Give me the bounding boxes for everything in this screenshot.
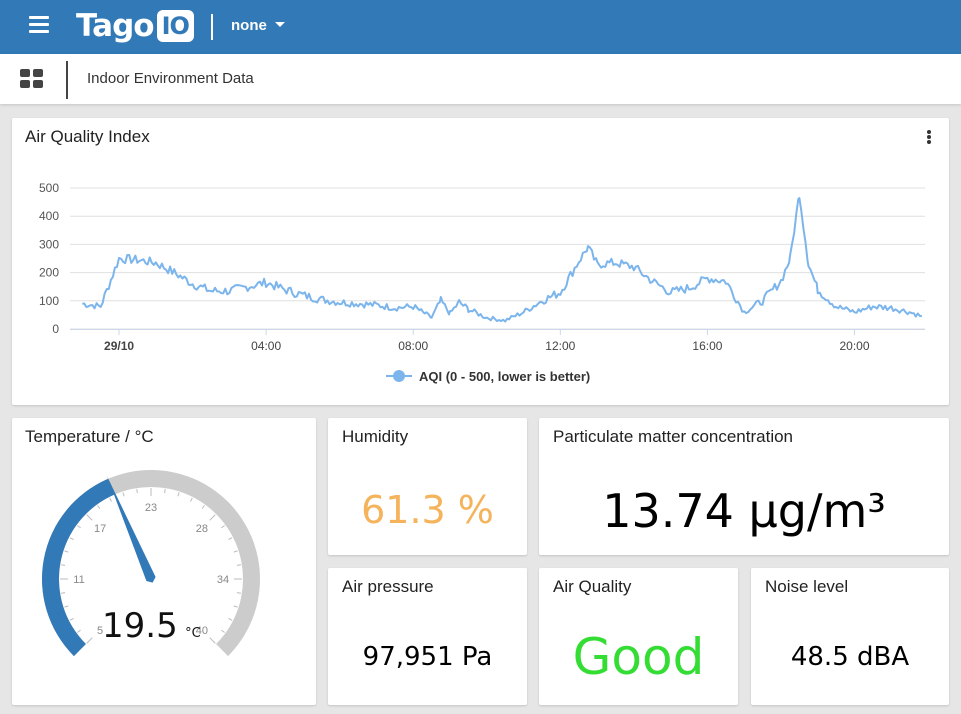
gauge-tick	[236, 564, 241, 566]
x-tick-label: 04:00	[251, 339, 281, 353]
noise-level-value: 48.5 dBA	[790, 642, 910, 672]
widget-title: Air Quality	[553, 577, 632, 596]
logo-text: Tago	[76, 8, 155, 44]
humidity-value: 61.3 %	[361, 488, 494, 532]
temperature-widget: Temperature / °C 5 11 17 23 28 34 40 19.5 °C	[12, 418, 316, 705]
gauge-tick	[221, 629, 225, 633]
temperature-unit: °C	[185, 626, 201, 641]
widget-title: Particulate matter concentration	[553, 427, 794, 446]
aqi-chart-widget: Air Quality Index 0 100 200 300 400 500 29/10 0…	[12, 118, 949, 405]
x-tick-label: 08:00	[398, 339, 428, 353]
y-tick-label: 300	[39, 237, 59, 251]
gauge-tick	[86, 637, 93, 644]
top-navbar: Tago IO none	[0, 0, 961, 54]
gauge-tick-label: 40	[196, 625, 208, 637]
y-tick-label: 100	[39, 294, 59, 308]
widget-title: Temperature / °C	[25, 427, 154, 446]
account-selector[interactable]: none	[231, 17, 285, 34]
tagoio-logo[interactable]: Tago IO	[76, 8, 194, 44]
gauge-tick	[201, 505, 205, 509]
humidity-widget: Humidity 61.3 %	[328, 418, 527, 555]
y-tick-label: 200	[39, 266, 59, 280]
y-tick-label: 500	[39, 181, 59, 195]
gauge-needle	[106, 476, 156, 583]
gauge-tick	[86, 514, 93, 521]
x-tick-label: 16:00	[692, 339, 722, 353]
gauge-tick-label: 5	[97, 625, 103, 637]
gauge-tick	[61, 592, 66, 594]
y-tick-label: 0	[52, 322, 59, 336]
navbar-divider	[211, 14, 213, 40]
widget-menu-icon[interactable]	[927, 130, 931, 144]
x-tick-label: 12:00	[545, 339, 575, 353]
gauge-value-arc	[41, 478, 115, 657]
gauge-tick	[69, 537, 74, 540]
widget-title: Air pressure	[342, 577, 434, 596]
air-pressure-value: 97,951 Pa	[362, 642, 493, 672]
widget-title: Noise level	[765, 577, 849, 596]
x-tick-label: 29/10	[104, 339, 134, 353]
gauge-tick	[77, 629, 81, 633]
y-tick-label: 400	[39, 209, 59, 223]
gauge-tick	[228, 537, 233, 540]
gauge-tick	[136, 489, 138, 494]
dashboard-grid-icon[interactable]	[20, 69, 44, 89]
gauge-tick	[97, 505, 101, 509]
gauge-tick	[69, 618, 74, 621]
gauge-tick-label: 17	[94, 523, 106, 535]
x-tick-label: 20:00	[840, 339, 870, 353]
dashboard-title: Indoor Environment Data	[87, 70, 254, 87]
legend-label: AQI (0 - 500, lower is better)	[419, 369, 590, 384]
gauge-tick	[77, 525, 81, 529]
gauge-tick	[209, 637, 216, 644]
gauge-tick-label: 11	[73, 574, 84, 586]
gauge-tick	[177, 492, 180, 497]
caret-down-icon	[274, 22, 285, 27]
gauge-tick	[64, 550, 69, 553]
hamburger-menu-icon[interactable]	[29, 16, 51, 36]
temperature-number: 19.5	[102, 606, 178, 646]
air-pressure-widget: Air pressure 97,951 Pa	[328, 568, 527, 705]
air-quality-value: Good	[572, 628, 705, 686]
temperature-value: 19.5 °C	[102, 606, 201, 646]
legend-marker	[393, 370, 405, 382]
gauge-tick	[233, 605, 238, 608]
particulate-widget: Particulate matter concentration 13.74 µ…	[539, 418, 949, 555]
gauge-tick-label: 34	[217, 574, 229, 586]
aqi-series-line	[82, 197, 923, 323]
gauge-tick	[164, 489, 166, 494]
gauge-tick	[64, 605, 69, 608]
air-quality-widget: Air Quality Good	[539, 568, 738, 705]
gauge-tick	[233, 550, 238, 553]
gauge-tick-label: 28	[196, 523, 208, 535]
widget-title: Air Quality Index	[25, 127, 150, 146]
account-label: none	[231, 17, 267, 34]
gauge-tick	[61, 564, 66, 566]
gauge-tick-label: 23	[145, 502, 157, 514]
widget-title: Humidity	[342, 427, 409, 446]
particulate-value: 13.74 µg/m³	[602, 484, 886, 538]
logo-badge: IO	[156, 10, 194, 42]
gauge-tick	[228, 618, 233, 621]
gauge-tick	[221, 525, 225, 529]
dashboard-bar: Indoor Environment Data	[0, 54, 961, 104]
gauge-tick	[236, 592, 241, 594]
noise-level-widget: Noise level 48.5 dBA	[751, 568, 949, 705]
gauge-tick	[190, 497, 193, 502]
gauge-tick	[109, 497, 112, 502]
gauge-tick	[209, 514, 216, 521]
subbar-divider	[66, 61, 68, 99]
aqi-line-chart[interactable]: 0 100 200 300 400 500 29/10 04:00 08:00 12:00 16:0…	[12, 118, 949, 405]
temperature-gauge: 5 11 17 23 28 34 40	[41, 470, 261, 657]
gauge-tick	[122, 492, 125, 497]
